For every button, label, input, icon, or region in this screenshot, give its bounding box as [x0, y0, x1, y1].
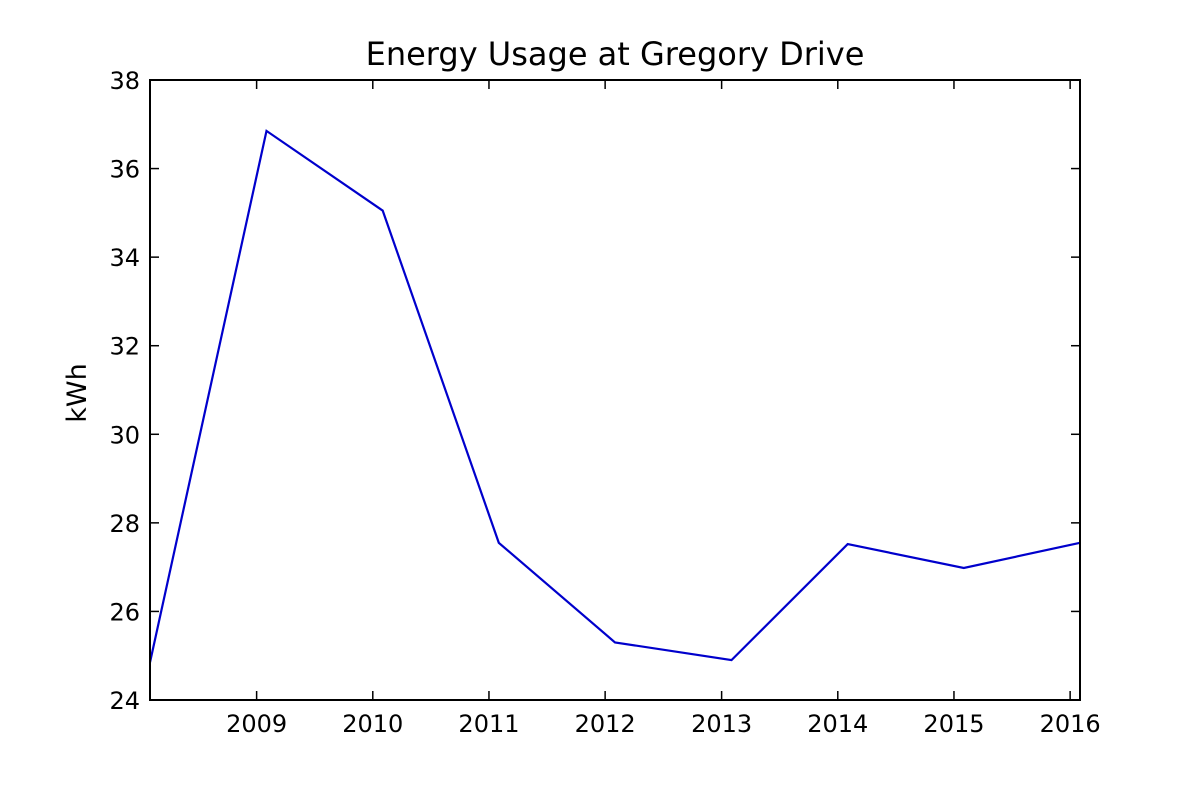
y-tick-label: 32 [109, 333, 140, 361]
x-tick-label: 2011 [458, 710, 519, 738]
x-tick-label: 2010 [342, 710, 403, 738]
chart-title: Energy Usage at Gregory Drive [366, 35, 865, 73]
plot-area-frame [149, 79, 1081, 701]
y-tick-label: 34 [109, 244, 140, 272]
tick-marks [150, 79, 1080, 701]
x-tick-label: 2013 [691, 710, 752, 738]
series-line-0 [148, 129, 1081, 663]
x-tick-label: 2014 [807, 710, 868, 738]
series-layer [148, 129, 1081, 663]
y-tick-label: 30 [109, 421, 140, 449]
y-tick-label: 38 [109, 67, 140, 95]
x-tick-label: 2012 [575, 710, 636, 738]
x-tick-label: 2016 [1040, 710, 1101, 738]
y-tick-label: 28 [109, 510, 140, 538]
y-tick-label: 24 [109, 687, 140, 715]
y-axis-label: kWh [62, 363, 93, 422]
y-tick-label: 36 [109, 156, 140, 184]
y-tick-label: 26 [109, 598, 140, 626]
x-tick-label: 2009 [226, 710, 287, 738]
x-tick-label: 2015 [923, 710, 984, 738]
tick-labels: 24 26 28 30 32 34 36 38 2009 2010 2011 2012 2013 2014… [109, 67, 1100, 738]
